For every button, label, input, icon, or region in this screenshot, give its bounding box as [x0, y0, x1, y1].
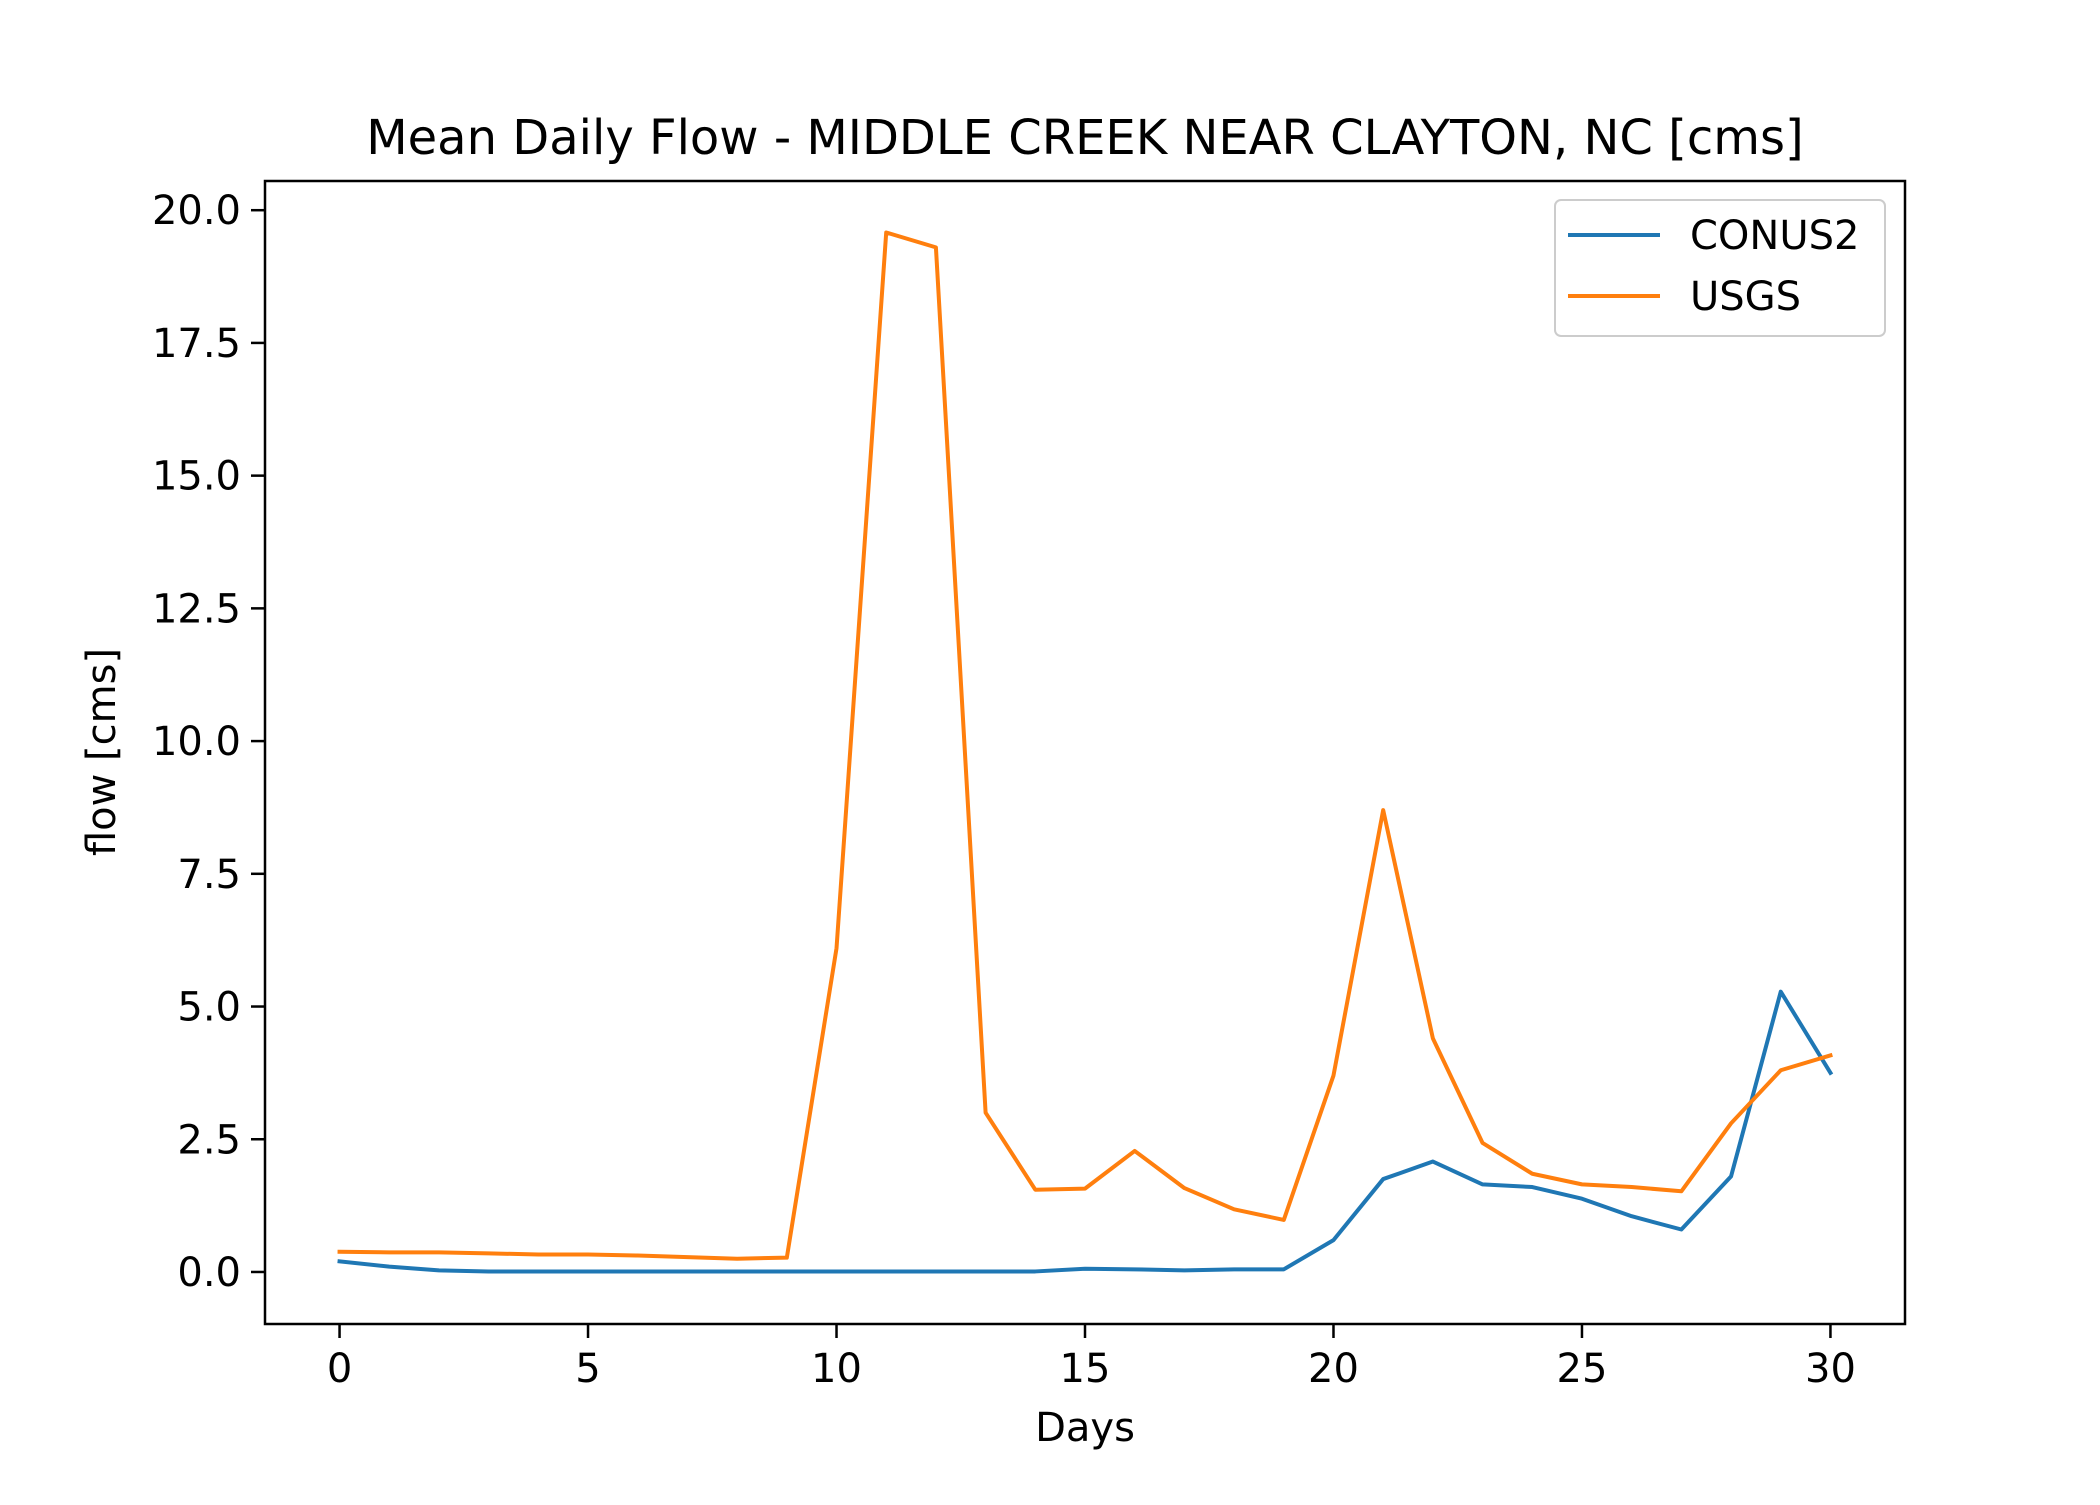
x-tick-label: 10 — [811, 1346, 862, 1392]
x-tick-label: 0 — [327, 1346, 352, 1392]
y-tick-label: 10.0 — [152, 719, 241, 765]
legend: CONUS2 USGS — [1555, 200, 1885, 336]
x-tick-label: 20 — [1308, 1346, 1359, 1392]
y-tick-label: 20.0 — [152, 188, 241, 234]
legend-label-usgs: USGS — [1690, 274, 1801, 320]
y-tick-label: 12.5 — [152, 586, 241, 632]
y-tick-label: 2.5 — [177, 1117, 241, 1163]
y-axis-label: flow [cms] — [79, 648, 125, 856]
legend-label-conus2: CONUS2 — [1690, 213, 1859, 259]
y-tick-label: 17.5 — [152, 321, 241, 367]
x-tick-label: 5 — [575, 1346, 600, 1392]
x-tick-label: 25 — [1557, 1346, 1608, 1392]
x-axis-label: Days — [1035, 1405, 1135, 1451]
x-tick-label: 15 — [1060, 1346, 1111, 1392]
chart-title: Mean Daily Flow - MIDDLE CREEK NEAR CLAY… — [366, 110, 1804, 166]
y-tick-label: 0.0 — [177, 1250, 241, 1296]
y-tick-label: 5.0 — [177, 985, 241, 1031]
y-tick-label: 7.5 — [177, 852, 241, 898]
y-tick-label: 15.0 — [152, 454, 241, 500]
x-tick-label: 30 — [1805, 1346, 1856, 1392]
